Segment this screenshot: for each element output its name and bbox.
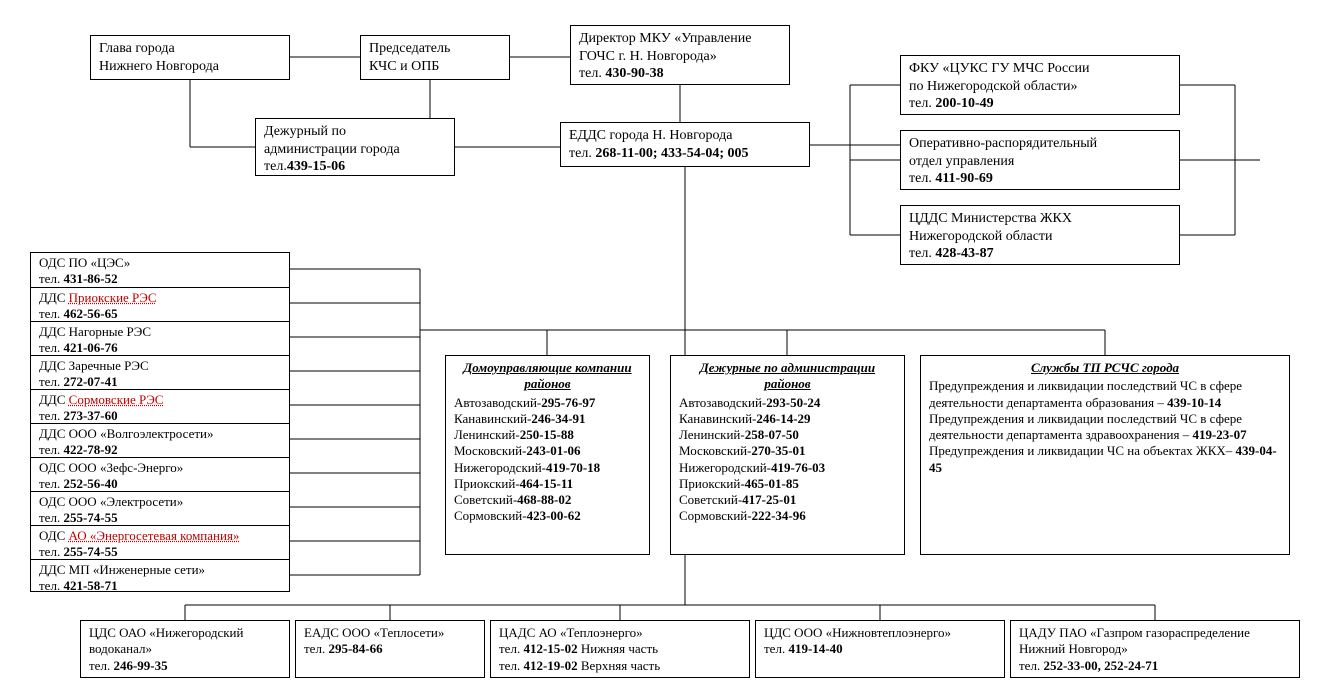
l1: Председатель: [369, 40, 501, 58]
left-stack-row: ДДС Заречные РЭСтел. 272-07-41: [31, 355, 289, 389]
org-name: ДДС МП «Инженерные сети»: [39, 562, 281, 578]
node-mku: Директор МКУ «Управление ГОЧС г. Н. Новг…: [570, 25, 790, 85]
tel-line: тел. 295-84-66: [304, 641, 476, 657]
org-name: ДДС Нагорные РЭС: [39, 324, 281, 340]
l2: ГОЧС г. Н. Новгорода»: [579, 48, 781, 66]
left-stack-row: ДДС Сормовские РЭСтел. 273-37-60: [31, 389, 289, 423]
district-row: Ленинский-250-15-88: [454, 427, 641, 443]
node-duty-districts: Дежурные по администрации районов Автоза…: [670, 355, 905, 555]
tel-line: тел. 246-99-35: [89, 658, 281, 674]
tel-line: тел. 428-43-87: [909, 245, 1171, 263]
tel-line: тел. 411-90-69: [909, 170, 1171, 188]
node-teploenergo: ЦАДС АО «Теплоэнерго» тел. 412-15-02 Ниж…: [490, 620, 750, 678]
heading: Домоуправляющие компании районов: [454, 360, 641, 393]
tel-line: тел. 268-11-00; 433-54-04; 005: [569, 145, 801, 163]
l1: ЦАДС АО «Теплоэнерго»: [499, 625, 741, 641]
l1: Директор МКУ «Управление: [579, 30, 781, 48]
org-name: ОДС ООО «Зефс-Энерго»: [39, 460, 281, 476]
district-row: Нижегородский-419-76-03: [679, 460, 896, 476]
l2: КЧС и ОПБ: [369, 58, 501, 76]
l1: Глава города: [99, 40, 281, 58]
district-row: Московский-270-35-01: [679, 443, 896, 459]
node-cdds-zkh: ЦДДС Министерства ЖКХ Нижегородской обла…: [900, 205, 1180, 265]
l2: по Нижегородской области»: [909, 78, 1171, 96]
l1: ЦАДУ ПАО «Газпром газораспределение: [1019, 625, 1291, 641]
l1: Дежурный по: [264, 123, 446, 141]
district-row: Ленинский-258-07-50: [679, 427, 896, 443]
service-line: Предупреждения и ликвидации последствий …: [929, 411, 1281, 444]
left-stack-row: ОДС ООО «Электросети»тел. 255-74-55: [31, 491, 289, 525]
l1: ЕАДС ООО «Теплосети»: [304, 625, 476, 641]
node-nizhnovteplo: ЦДС ООО «Нижновтеплоэнерго» тел. 419-14-…: [755, 620, 1005, 678]
node-teploseti: ЕАДС ООО «Теплосети» тел. 295-84-66: [295, 620, 485, 678]
org-name: ДДС Сормовские РЭС: [39, 392, 281, 408]
tel-line: тел. 430-90-38: [579, 65, 781, 83]
tel-line: тел.439-15-06: [264, 158, 446, 176]
heading: Службы ТП РСЧС города: [929, 360, 1281, 376]
tel-line: тел. 200-10-49: [909, 95, 1171, 113]
node-head-city: Глава города Нижнего Новгорода: [90, 35, 290, 80]
tel-line: тел. 419-14-40: [764, 641, 996, 657]
l1: Оперативно-распорядительный: [909, 135, 1171, 153]
tel-line: тел. 431-86-52: [39, 271, 281, 287]
org-name: ОДС ПО «ЦЭС»: [39, 255, 281, 271]
l2: отдел управления: [909, 153, 1171, 171]
tel-line-1: тел. 412-15-02 Нижняя часть: [499, 641, 741, 657]
left-energy-stack: ОДС ПО «ЦЭС»тел. 431-86-52ДДС Приокские …: [30, 252, 290, 592]
district-row: Приокский-464-15-11: [454, 476, 641, 492]
district-row: Автозаводский-295-76-97: [454, 395, 641, 411]
district-row: Канавинский-246-34-91: [454, 411, 641, 427]
node-duty-admin: Дежурный по администрации города тел.439…: [255, 118, 455, 176]
l2: Нижегородской области: [909, 228, 1171, 246]
district-row: Советский-417-25-01: [679, 492, 896, 508]
l2: водоканал»: [89, 641, 281, 657]
node-kchs: Председатель КЧС и ОПБ: [360, 35, 510, 80]
left-stack-row: ОДС ООО «Зефс-Энерго»тел. 252-56-40: [31, 457, 289, 491]
service-line: Предупреждения и ликвидации последствий …: [929, 378, 1281, 411]
district-row: Советский-468-88-02: [454, 492, 641, 508]
left-stack-row: ДДС МП «Инженерные сети»тел. 421-58-71: [31, 559, 289, 593]
node-oper-dept: Оперативно-распорядительный отдел управл…: [900, 130, 1180, 190]
left-stack-row: ДДС Приокские РЭСтел. 462-56-65: [31, 287, 289, 321]
l1: ЦДДС Министерства ЖКХ: [909, 210, 1171, 228]
tel-line: тел. 252-33-00, 252-24-71: [1019, 658, 1291, 674]
l2: администрации города: [264, 141, 446, 159]
district-row: Сормовский-222-34-96: [679, 508, 896, 524]
district-row: Сормовский-423-00-62: [454, 508, 641, 524]
district-row: Московский-243-01-06: [454, 443, 641, 459]
left-stack-row: ДДС Нагорные РЭСтел. 421-06-76: [31, 321, 289, 355]
left-stack-row: ОДС ПО «ЦЭС»тел. 431-86-52: [31, 253, 289, 287]
org-name: ДДС ООО «Волгоэлектросети»: [39, 426, 281, 442]
node-services: Службы ТП РСЧС города Предупреждения и л…: [920, 355, 1290, 555]
org-name: ДДС Заречные РЭС: [39, 358, 281, 374]
org-name: ДДС Приокские РЭС: [39, 290, 281, 306]
l2: Нижнего Новгорода: [99, 58, 281, 76]
org-chart-canvas: Глава города Нижнего Новгорода Председат…: [0, 0, 1319, 697]
district-row: Канавинский-246-14-29: [679, 411, 896, 427]
district-row: Автозаводский-293-50-24: [679, 395, 896, 411]
org-name: ОДС ООО «Электросети»: [39, 494, 281, 510]
district-row: Нижегородский-419-70-18: [454, 460, 641, 476]
left-stack-row: ОДС АО «Энергосетевая компания»тел. 255-…: [31, 525, 289, 559]
node-vodokanal: ЦДС ОАО «Нижегородский водоканал» тел. 2…: [80, 620, 290, 678]
node-edds: ЕДДС города Н. Новгорода тел. 268-11-00;…: [560, 122, 810, 167]
tel-line-2: тел. 412-19-02 Верхняя часть: [499, 658, 741, 674]
service-line: Предупреждения и ликвидации ЧС на объект…: [929, 443, 1281, 476]
node-cuks: ФКУ «ЦУКС ГУ МЧС России по Нижегородской…: [900, 55, 1180, 115]
l1: ЦДС ОАО «Нижегородский: [89, 625, 281, 641]
tel-line: тел. 421-58-71: [39, 578, 281, 594]
l1: ФКУ «ЦУКС ГУ МЧС России: [909, 60, 1171, 78]
l1: ЦДС ООО «Нижновтеплоэнерго»: [764, 625, 996, 641]
l2: Нижний Новгород»: [1019, 641, 1291, 657]
heading: Дежурные по администрации районов: [679, 360, 896, 393]
node-gazprom: ЦАДУ ПАО «Газпром газораспределение Нижн…: [1010, 620, 1300, 678]
left-stack-row: ДДС ООО «Волгоэлектросети»тел. 422-78-92: [31, 423, 289, 457]
node-companies: Домоуправляющие компании районов Автозав…: [445, 355, 650, 555]
district-row: Приокский-465-01-85: [679, 476, 896, 492]
l1: ЕДДС города Н. Новгорода: [569, 127, 801, 145]
org-name: ОДС АО «Энергосетевая компания»: [39, 528, 281, 544]
